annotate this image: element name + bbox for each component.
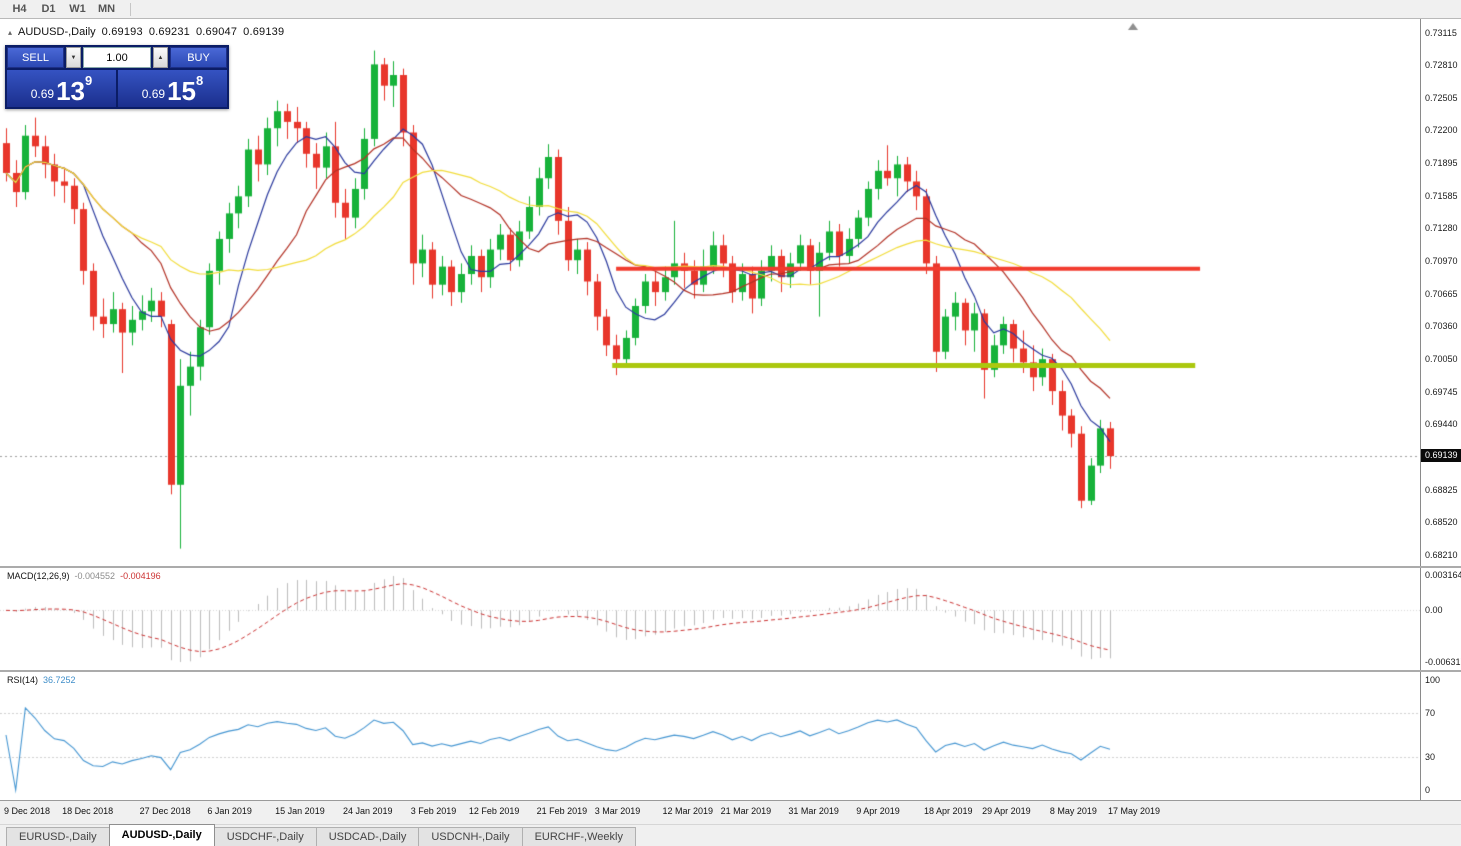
chart-tab-usdchf-daily[interactable]: USDCHF-,Daily [213,827,317,846]
sell-price-point: 9 [85,73,93,88]
buy-price-display[interactable]: 0.69 15 8 [118,70,227,107]
timeframe-button-group: H4 D1 W1 MN [6,1,120,17]
date-axis-label: 9 Apr 2019 [856,806,900,816]
chart-symbol-label: AUDUSD-,Daily [18,26,96,38]
candlestick-chart-canvas[interactable] [0,19,1420,566]
toolbar-separator [130,2,131,16]
volume-decrease-button[interactable]: ▼ [66,47,81,68]
ohlc-high: 0.69231 [148,26,190,38]
rsi-label: RSI(14) 36.7252 [7,675,76,685]
ohlc-close: 0.69139 [243,26,285,38]
price-axis: 0.73115 0.72810 0.72505 0.72200 0.71895 0.715… [1420,19,1461,566]
sell-price-display[interactable]: 0.69 13 9 [7,70,116,107]
macd-axis-min-label: -0.006317 [1425,657,1461,667]
current-price-tag: 0.69139 [1421,449,1461,463]
timeframe-button-h4[interactable]: H4 [6,1,33,17]
pane-divider[interactable] [0,670,1461,672]
buy-price-prefix: 0.69 [141,87,166,101]
date-axis-label: 12 Feb 2019 [468,806,520,816]
volume-input[interactable] [83,47,151,68]
rsi-axis: 100 70 30 0 [1420,672,1461,800]
date-axis-label: 29 Apr 2019 [982,806,1031,816]
main-chart-pane: ▴ AUDUSD-,Daily 0.69193 0.69231 0.69047 … [0,19,1461,566]
date-axis-label: 15 Jan 2019 [275,806,325,816]
date-axis-label: 18 Dec 2018 [62,806,114,816]
chart-tab-eurchf-weekly[interactable]: EURCHF-,Weekly [521,827,636,846]
date-axis-label: 8 May 2019 [1049,806,1097,816]
macd-axis-zero-label: 0.00 [1425,605,1443,616]
chart-tab-bar: EURUSD-,Daily AUDUSD-,Daily USDCHF-,Daily U… [0,824,1461,846]
buy-price-point: 8 [196,73,204,88]
price-tick-label: 0.70970 [1425,256,1458,267]
macd-signal-value: -0.004196 [120,571,161,581]
macd-name: MACD(12,26,9) [7,571,70,581]
price-tick-label: 0.69440 [1425,419,1458,430]
date-axis-label: 6 Jan 2019 [207,806,252,816]
price-tick-label: 0.71895 [1425,157,1458,168]
price-tick-label: 0.71585 [1425,190,1458,201]
rsi-value: 36.7252 [43,675,76,685]
chart-tab-usdcad-daily[interactable]: USDCAD-,Daily [315,827,420,846]
date-axis-label: 31 Mar 2019 [788,806,839,816]
price-tick-label: 0.70050 [1425,354,1458,365]
date-axis-label: 9 Dec 2018 [4,806,51,816]
price-tick-label: 0.68825 [1425,484,1458,495]
rsi-axis-label: 70 [1425,708,1436,718]
chart-ohlc-header: ▴ AUDUSD-,Daily 0.69193 0.69231 0.69047 … [8,26,284,38]
date-axis-label: 24 Jan 2019 [342,806,393,816]
sell-price-pips: 13 [56,76,86,106]
timeframe-button-d1[interactable]: D1 [35,1,62,17]
price-tick-label: 0.72200 [1425,125,1458,136]
price-tick-label: 0.72505 [1425,92,1458,103]
date-axis: 9 Dec 2018 18 Dec 2018 27 Dec 2018 6 Jan 20… [0,800,1461,820]
price-tick-label: 0.71280 [1425,223,1458,234]
date-axis-label: 12 Mar 2019 [662,806,714,816]
date-axis-label: 21 Feb 2019 [536,806,588,816]
price-tick-label: 0.68210 [1425,550,1458,560]
macd-axis-max-label: 0.003164 [1425,570,1461,580]
macd-label: MACD(12,26,9) -0.004552 -0.004196 [7,571,161,581]
rsi-axis-label: 100 [1425,675,1441,685]
date-axis-label: 3 Feb 2019 [410,806,457,816]
buy-price-pips: 15 [167,76,197,106]
buy-button[interactable]: BUY [170,47,227,68]
price-tick-label: 0.68520 [1425,517,1458,527]
date-axis-label: 27 Dec 2018 [139,806,191,816]
rsi-axis-label: 30 [1425,752,1436,762]
date-axis-label: 18 Apr 2019 [924,806,973,816]
pane-divider[interactable] [0,566,1461,568]
sell-price-prefix: 0.69 [30,87,55,101]
timeframe-button-w1[interactable]: W1 [64,1,91,17]
date-axis-label: 17 May 2019 [1108,806,1161,816]
sell-button[interactable]: SELL [7,47,64,68]
macd-indicator-pane: MACD(12,26,9) -0.004552 -0.004196 0.0031… [0,568,1461,670]
ohlc-low: 0.69047 [195,26,238,38]
price-tick-label: 0.69745 [1425,386,1458,397]
macd-main-value: -0.004552 [74,571,116,581]
date-axis-label: 21 Mar 2019 [720,806,772,816]
macd-axis: 0.003164 0.00 -0.006317 [1420,568,1461,670]
rsi-chart-canvas[interactable] [0,672,1420,800]
price-tick-label: 0.70665 [1425,288,1458,299]
macd-chart-canvas[interactable] [0,568,1420,670]
chart-tab-usdcnh-daily[interactable]: USDCNH-,Daily [418,827,523,846]
price-tick-label: 0.73115 [1425,28,1457,38]
volume-increase-button[interactable]: ▲ [153,47,168,68]
chart-tab-audusd-daily[interactable]: AUDUSD-,Daily [108,824,215,846]
rsi-indicator-pane: RSI(14) 36.7252 100 70 30 0 [0,672,1461,800]
symbol-marker-icon: ▴ [8,27,13,37]
rsi-axis-label: 0 [1425,785,1431,795]
ohlc-open: 0.69193 [101,26,143,38]
rsi-name: RSI(14) [7,675,39,685]
timeframe-toolbar: H4 D1 W1 MN [0,0,1461,19]
date-axis-label: 3 Mar 2019 [594,806,641,816]
chart-tab-eurusd-daily[interactable]: EURUSD-,Daily [6,827,110,846]
timeframe-button-mn[interactable]: MN [93,1,120,17]
price-tick-label: 0.72810 [1425,60,1458,71]
price-tick-label: 0.70360 [1425,321,1458,332]
